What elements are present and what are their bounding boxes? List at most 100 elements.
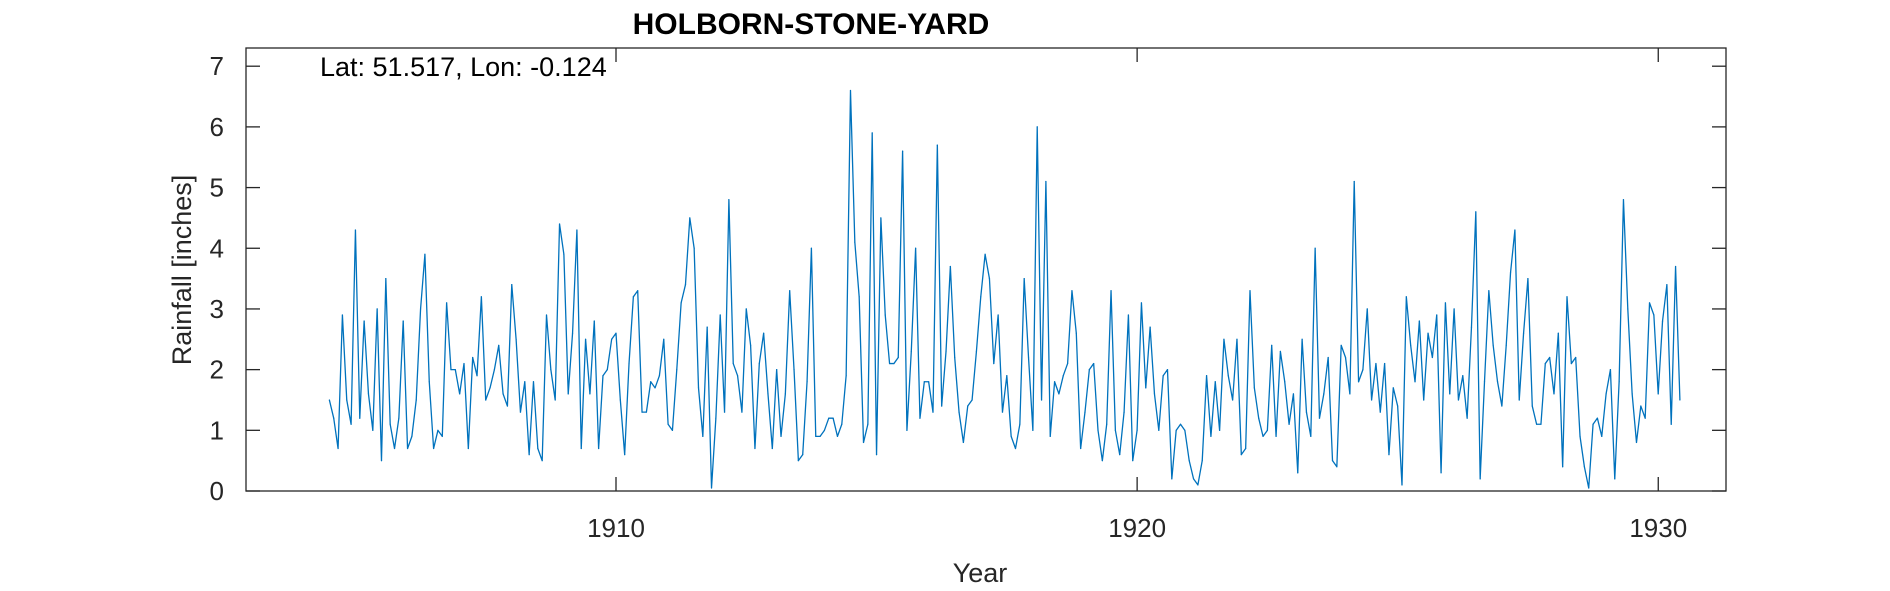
location-annotation: Lat: 51.517, Lon: -0.124 xyxy=(320,52,607,82)
data-point xyxy=(1509,271,1512,274)
data-point xyxy=(854,241,856,243)
data-point xyxy=(1527,278,1529,280)
data-point xyxy=(1171,478,1173,480)
data-point xyxy=(871,132,873,134)
data-point xyxy=(537,447,539,450)
data-point xyxy=(1462,375,1464,377)
data-point xyxy=(441,435,443,437)
data-point xyxy=(576,229,578,231)
data-point xyxy=(797,460,799,462)
data-point xyxy=(1075,332,1077,334)
data-point xyxy=(715,417,717,419)
data-point xyxy=(949,265,951,268)
data-point xyxy=(1240,453,1242,456)
data-point xyxy=(1392,387,1394,389)
data-point xyxy=(1501,405,1503,407)
data-point xyxy=(1349,393,1351,395)
data-point xyxy=(437,429,439,431)
data-point xyxy=(506,405,509,407)
y-tick-label: 1 xyxy=(210,415,224,445)
data-point xyxy=(502,393,504,395)
data-point xyxy=(1540,423,1542,425)
data-point xyxy=(1032,429,1034,431)
data-point xyxy=(923,381,925,383)
data-point xyxy=(571,332,574,334)
data-point xyxy=(945,350,947,353)
data-point xyxy=(532,381,535,383)
data-point xyxy=(1284,381,1286,383)
data-point xyxy=(1214,381,1216,383)
data-point xyxy=(1049,435,1051,437)
data-point xyxy=(1140,302,1143,304)
data-point xyxy=(1266,429,1268,431)
data-point xyxy=(1579,435,1581,437)
data-point xyxy=(454,369,456,371)
data-point xyxy=(1648,302,1651,304)
data-point xyxy=(684,284,687,286)
data-point xyxy=(732,362,734,365)
data-point xyxy=(697,387,700,389)
data-point xyxy=(354,229,357,231)
data-point xyxy=(1205,375,1208,377)
data-point xyxy=(919,417,921,419)
data-point xyxy=(459,393,461,395)
data-point xyxy=(1188,460,1190,462)
data-point xyxy=(1245,447,1247,450)
data-point xyxy=(619,399,621,401)
data-point xyxy=(550,369,552,371)
data-point xyxy=(1566,296,1568,298)
data-point xyxy=(997,314,999,316)
data-point xyxy=(936,144,938,146)
data-point xyxy=(954,356,956,359)
data-point xyxy=(1227,375,1229,377)
data-point xyxy=(1197,484,1199,486)
data-point xyxy=(558,223,561,225)
data-point xyxy=(1344,356,1347,359)
data-point xyxy=(1357,381,1360,383)
data-point xyxy=(1318,417,1321,419)
x-tick-label: 1930 xyxy=(1629,513,1687,543)
data-point xyxy=(932,411,934,413)
data-point xyxy=(815,435,817,437)
data-point xyxy=(1027,356,1030,359)
data-point xyxy=(393,447,396,450)
data-point xyxy=(906,429,908,431)
data-point xyxy=(902,150,904,152)
data-point xyxy=(880,217,882,219)
data-point xyxy=(867,423,869,425)
data-point xyxy=(728,199,730,201)
data-point xyxy=(862,441,865,444)
data-point xyxy=(1071,290,1073,292)
data-point xyxy=(1323,393,1325,395)
data-point xyxy=(819,435,821,437)
data-point xyxy=(1067,362,1069,365)
data-point xyxy=(1531,405,1533,407)
data-point xyxy=(1553,393,1555,395)
data-point xyxy=(1045,180,1047,183)
data-point xyxy=(1149,326,1151,328)
data-point xyxy=(598,447,600,450)
data-point xyxy=(1166,369,1169,371)
data-point xyxy=(1549,356,1551,359)
data-point xyxy=(1427,332,1429,334)
data-point xyxy=(1184,429,1186,431)
data-point xyxy=(1219,429,1221,431)
data-point xyxy=(1514,229,1516,231)
data-point xyxy=(1410,344,1412,346)
data-point xyxy=(780,435,782,437)
data-point xyxy=(1557,332,1559,334)
data-point xyxy=(658,375,661,377)
data-point xyxy=(419,308,422,310)
data-point xyxy=(1436,314,1438,316)
data-point xyxy=(849,89,852,92)
data-point xyxy=(515,338,517,340)
data-point xyxy=(1562,466,1564,468)
data-point xyxy=(385,278,387,280)
data-point xyxy=(962,441,964,444)
data-point xyxy=(1475,211,1477,213)
data-point xyxy=(1570,362,1572,365)
data-point xyxy=(1058,393,1060,395)
data-point xyxy=(758,362,760,365)
rainfall-series-line xyxy=(328,89,1681,489)
x-axis-label: Year xyxy=(953,558,1008,588)
